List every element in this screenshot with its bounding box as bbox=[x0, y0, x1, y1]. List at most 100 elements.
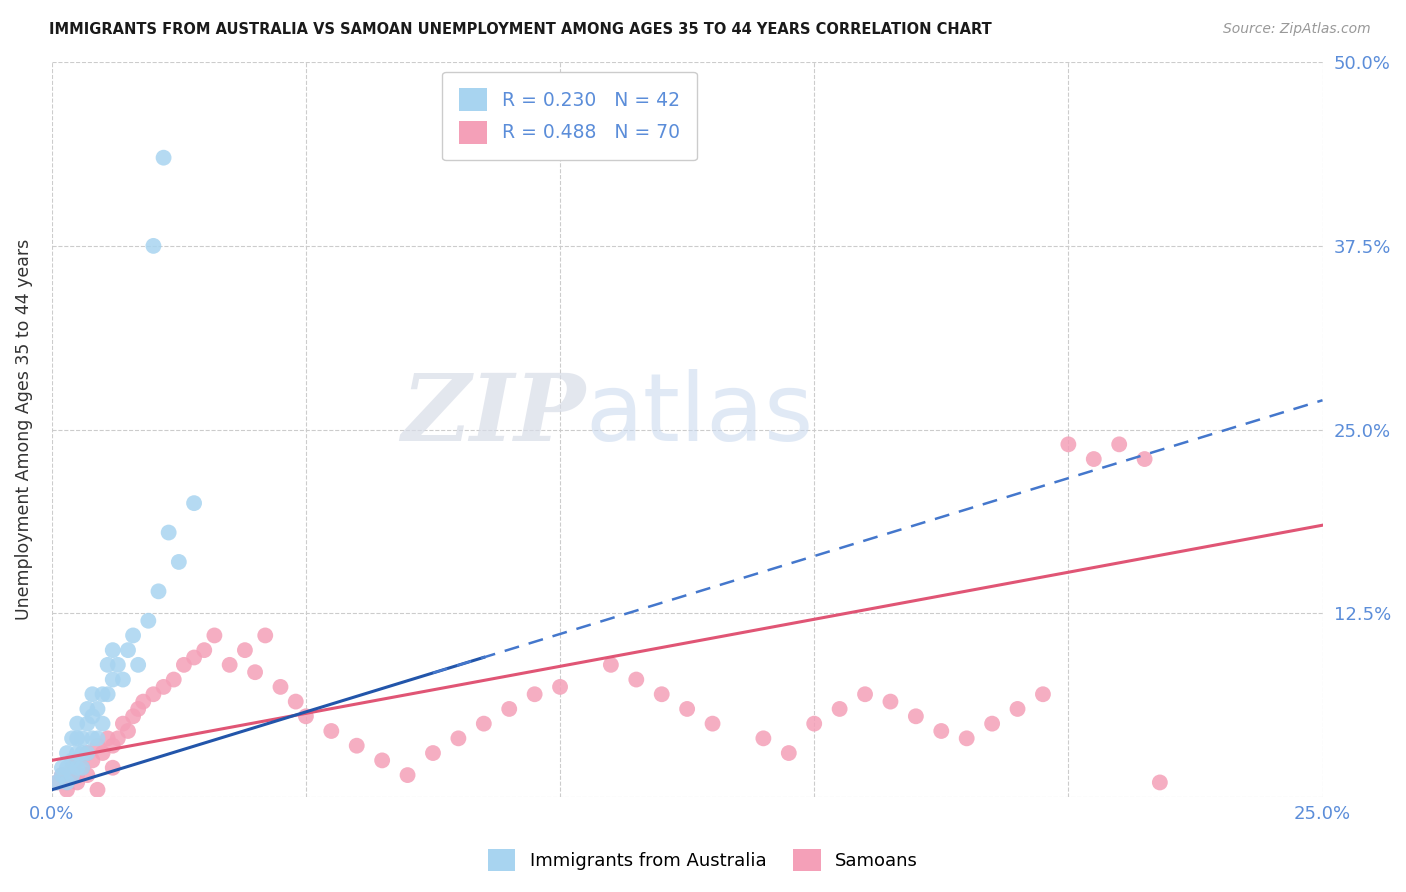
Point bbox=[97, 731, 120, 746]
Point bbox=[70, 731, 93, 746]
Point bbox=[66, 731, 89, 746]
Point bbox=[321, 724, 343, 739]
Point bbox=[111, 716, 134, 731]
Point bbox=[111, 673, 134, 687]
Point bbox=[66, 775, 89, 789]
Point bbox=[82, 753, 104, 767]
Point bbox=[76, 746, 98, 760]
Point bbox=[101, 739, 124, 753]
Point bbox=[97, 657, 120, 672]
Point bbox=[651, 687, 673, 701]
Point bbox=[371, 753, 394, 767]
Legend: Immigrants from Australia, Samoans: Immigrants from Australia, Samoans bbox=[481, 842, 925, 879]
Point bbox=[1032, 687, 1054, 701]
Point bbox=[56, 775, 79, 789]
Point bbox=[254, 628, 277, 642]
Point bbox=[70, 746, 93, 760]
Point bbox=[676, 702, 699, 716]
Point bbox=[1083, 452, 1105, 467]
Point bbox=[702, 716, 724, 731]
Point bbox=[70, 761, 93, 775]
Point bbox=[183, 650, 205, 665]
Point bbox=[101, 673, 124, 687]
Point bbox=[86, 702, 108, 716]
Point bbox=[396, 768, 419, 782]
Point bbox=[82, 709, 104, 723]
Point bbox=[778, 746, 800, 760]
Point bbox=[1057, 437, 1080, 451]
Text: atlas: atlas bbox=[585, 369, 814, 461]
Point bbox=[447, 731, 470, 746]
Point bbox=[167, 555, 190, 569]
Point bbox=[981, 716, 1004, 731]
Text: ZIP: ZIP bbox=[401, 370, 585, 460]
Point bbox=[51, 761, 73, 775]
Point bbox=[904, 709, 927, 723]
Point bbox=[117, 643, 139, 657]
Point bbox=[523, 687, 546, 701]
Point bbox=[1108, 437, 1130, 451]
Point bbox=[929, 724, 952, 739]
Point bbox=[243, 665, 266, 680]
Point bbox=[173, 657, 195, 672]
Point bbox=[66, 761, 89, 775]
Point bbox=[1007, 702, 1029, 716]
Point bbox=[136, 614, 159, 628]
Point bbox=[127, 657, 149, 672]
Point bbox=[472, 716, 495, 731]
Point bbox=[142, 239, 165, 253]
Point bbox=[157, 525, 180, 540]
Point bbox=[86, 739, 108, 753]
Point bbox=[91, 716, 114, 731]
Point bbox=[66, 768, 89, 782]
Point bbox=[202, 628, 225, 642]
Point bbox=[295, 709, 318, 723]
Point bbox=[56, 746, 79, 760]
Point bbox=[122, 628, 145, 642]
Point bbox=[422, 746, 444, 760]
Point bbox=[956, 731, 979, 746]
Point bbox=[853, 687, 876, 701]
Point bbox=[1133, 452, 1156, 467]
Point bbox=[91, 746, 114, 760]
Point bbox=[91, 687, 114, 701]
Point bbox=[86, 782, 108, 797]
Legend: R = 0.230   N = 42, R = 0.488   N = 70: R = 0.230 N = 42, R = 0.488 N = 70 bbox=[443, 71, 697, 161]
Point bbox=[45, 775, 67, 789]
Text: IMMIGRANTS FROM AUSTRALIA VS SAMOAN UNEMPLOYMENT AMONG AGES 35 TO 44 YEARS CORRE: IMMIGRANTS FROM AUSTRALIA VS SAMOAN UNEM… bbox=[49, 22, 993, 37]
Point bbox=[76, 716, 98, 731]
Point bbox=[107, 657, 129, 672]
Point bbox=[76, 702, 98, 716]
Point bbox=[152, 151, 174, 165]
Point bbox=[56, 782, 79, 797]
Point bbox=[193, 643, 215, 657]
Point bbox=[284, 695, 307, 709]
Point bbox=[828, 702, 851, 716]
Text: Source: ZipAtlas.com: Source: ZipAtlas.com bbox=[1223, 22, 1371, 37]
Point bbox=[97, 687, 120, 701]
Point bbox=[152, 680, 174, 694]
Point bbox=[86, 731, 108, 746]
Point bbox=[66, 746, 89, 760]
Point bbox=[218, 657, 240, 672]
Point bbox=[51, 768, 73, 782]
Point bbox=[82, 731, 104, 746]
Point bbox=[498, 702, 520, 716]
Point bbox=[56, 761, 79, 775]
Point bbox=[51, 768, 73, 782]
Point bbox=[599, 657, 621, 672]
Point bbox=[70, 761, 93, 775]
Point bbox=[127, 702, 149, 716]
Point bbox=[66, 753, 89, 767]
Point bbox=[163, 673, 186, 687]
Point bbox=[148, 584, 170, 599]
Point bbox=[66, 716, 89, 731]
Point bbox=[101, 643, 124, 657]
Point bbox=[548, 680, 571, 694]
Point bbox=[101, 761, 124, 775]
Point bbox=[1149, 775, 1171, 789]
Point bbox=[60, 753, 83, 767]
Point bbox=[107, 731, 129, 746]
Point bbox=[45, 775, 67, 789]
Y-axis label: Unemployment Among Ages 35 to 44 years: Unemployment Among Ages 35 to 44 years bbox=[15, 239, 32, 620]
